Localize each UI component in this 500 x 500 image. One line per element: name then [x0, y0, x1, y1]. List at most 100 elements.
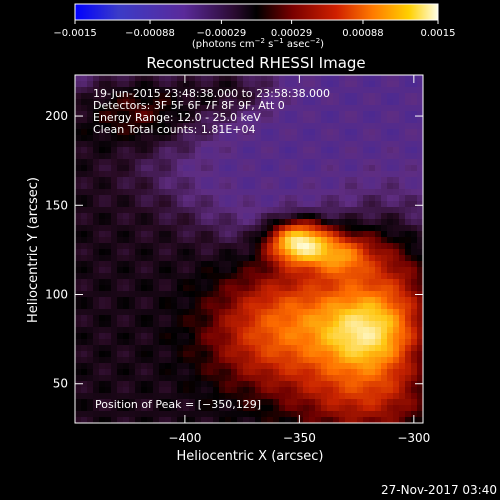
heatmap-cell	[237, 135, 244, 142]
heatmap-cell	[405, 105, 412, 112]
heatmap-cell	[357, 93, 364, 100]
heatmap-cell	[225, 213, 232, 220]
heatmap-cell	[321, 243, 328, 250]
heatmap-cell	[369, 219, 376, 226]
heatmap-cell	[255, 261, 262, 268]
heatmap-cell	[267, 267, 274, 274]
heatmap-cell	[255, 387, 262, 394]
heatmap-cell	[171, 357, 178, 364]
heatmap-cell	[363, 243, 370, 250]
heatmap-cell	[237, 399, 244, 406]
heatmap-cell	[249, 87, 256, 94]
heatmap-cell	[87, 417, 94, 424]
heatmap-cell	[207, 411, 214, 418]
heatmap-cell	[333, 183, 340, 190]
heatmap-cell	[201, 291, 208, 298]
heatmap-cell	[195, 369, 202, 376]
heatmap-cell	[231, 417, 238, 424]
heatmap-cell	[171, 75, 178, 82]
heatmap-cell	[261, 273, 268, 280]
y-axis-label: Heliocentric Y (arcsec)	[26, 177, 41, 323]
heatmap-cell	[159, 375, 166, 382]
heatmap-cell	[207, 219, 214, 226]
heatmap-cell	[99, 213, 106, 220]
heatmap-cell	[261, 189, 268, 196]
heatmap-cell	[213, 171, 220, 178]
heatmap-cell	[321, 291, 328, 298]
heatmap-cell	[183, 135, 190, 142]
heatmap-cell	[309, 291, 316, 298]
heatmap-cell	[393, 387, 400, 394]
heatmap-cell	[405, 327, 412, 334]
heatmap-cell	[123, 195, 130, 202]
heatmap-cell	[363, 219, 370, 226]
heatmap-cell	[327, 183, 334, 190]
heatmap-cell	[75, 123, 82, 130]
heatmap-cell	[141, 399, 148, 406]
heatmap-cell	[381, 393, 388, 400]
heatmap-cell	[333, 153, 340, 160]
heatmap-cell	[159, 351, 166, 358]
heatmap-cell	[321, 327, 328, 334]
heatmap-cell	[333, 381, 340, 388]
heatmap-cell	[417, 189, 424, 196]
heatmap-cell	[153, 183, 160, 190]
heatmap-cell	[399, 315, 406, 322]
heatmap-cell	[417, 213, 424, 220]
heatmap-cell	[159, 255, 166, 262]
heatmap-cell	[345, 225, 352, 232]
heatmap-cell	[135, 291, 142, 298]
heatmap-cell	[255, 285, 262, 292]
heatmap-cell	[153, 207, 160, 214]
heatmap-cell	[81, 303, 88, 310]
heatmap-cell	[93, 117, 100, 124]
heatmap-cell	[387, 417, 394, 424]
heatmap-cell	[213, 189, 220, 196]
heatmap-cell	[303, 309, 310, 316]
heatmap-cell	[309, 177, 316, 184]
heatmap-cell	[357, 351, 364, 358]
heatmap-cell	[327, 117, 334, 124]
heatmap-cell	[381, 339, 388, 346]
heatmap-cell	[411, 363, 418, 370]
heatmap-cell	[207, 129, 214, 136]
heatmap-cell	[357, 87, 364, 94]
heatmap-cell	[393, 369, 400, 376]
heatmap-cell	[351, 243, 358, 250]
heatmap-cell	[105, 297, 112, 304]
heatmap-cell	[303, 369, 310, 376]
heatmap-cell	[213, 339, 220, 346]
heatmap-cell	[177, 393, 184, 400]
heatmap-cell	[129, 165, 136, 172]
heatmap-cell	[177, 189, 184, 196]
heatmap-cell	[279, 165, 286, 172]
heatmap-cell	[159, 219, 166, 226]
heatmap-cell	[279, 333, 286, 340]
heatmap-cell	[243, 153, 250, 160]
heatmap-cell	[375, 99, 382, 106]
heatmap-cell	[99, 297, 106, 304]
heatmap-cell	[219, 345, 226, 352]
heatmap-cell	[177, 105, 184, 112]
heatmap-cell	[351, 93, 358, 100]
heatmap-cell	[399, 135, 406, 142]
heatmap-cell	[297, 303, 304, 310]
heatmap-cell	[309, 417, 316, 424]
heatmap-cell	[111, 123, 118, 130]
heatmap-cell	[219, 303, 226, 310]
heatmap-cell	[87, 195, 94, 202]
heatmap-cell	[123, 129, 130, 136]
heatmap-cell	[327, 357, 334, 364]
heatmap-cell	[267, 153, 274, 160]
heatmap-cell	[381, 111, 388, 118]
heatmap-cell	[291, 189, 298, 196]
heatmap-cell	[339, 243, 346, 250]
heatmap-cell	[303, 135, 310, 142]
heatmap-cell	[291, 417, 298, 424]
heatmap-cell	[291, 207, 298, 214]
heatmap-cell	[297, 105, 304, 112]
heatmap-cell	[351, 213, 358, 220]
heatmap-cell	[285, 117, 292, 124]
heatmap-cell	[291, 225, 298, 232]
heatmap-cell	[363, 285, 370, 292]
